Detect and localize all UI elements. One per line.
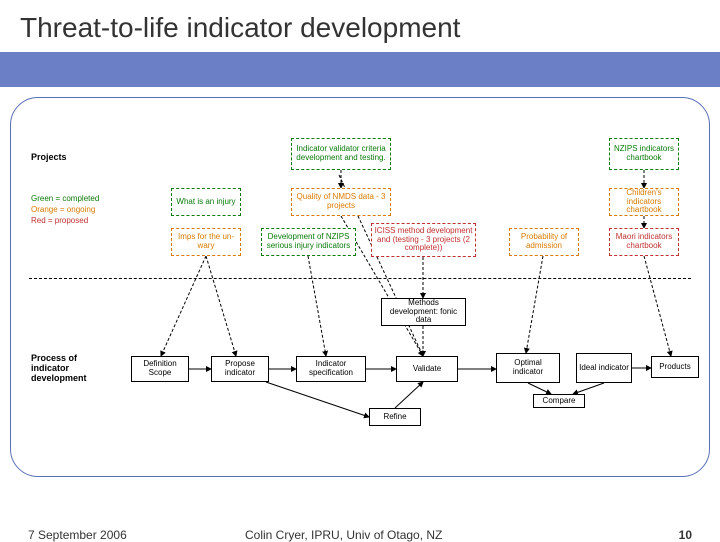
project-box-maori: Maori indicators chartbook [609, 228, 679, 256]
process-label: Process of indicator development [31, 353, 87, 383]
process-box-spec: Indicator specification [296, 356, 366, 382]
process-box-products: Products [651, 356, 699, 378]
process-box-validate: Validate [396, 356, 458, 382]
project-box-nzips: NZIPS indicators chartbook [609, 138, 679, 170]
legend-red: Red = proposed [31, 215, 99, 226]
process-box-defn: Definition Scope [131, 356, 189, 382]
slide-title: Threat-to-life indicator development [20, 12, 700, 44]
project-box-what-injury: What is an injury [171, 188, 241, 216]
projects-label: Projects [31, 152, 67, 162]
legend-green: Green = completed [31, 193, 99, 204]
mid-box-fonic: Methods development: fonic data [381, 298, 466, 326]
project-box-iciss: ICISS method development and (testing - … [371, 223, 476, 257]
process-box-refine: Refine [369, 408, 421, 426]
process-box-optimal: Optimal indicator [496, 353, 560, 383]
project-box-imps: Imps for the un-wary [171, 228, 241, 256]
purple-band [0, 55, 720, 87]
process-box-ideal: Ideal indicator [576, 353, 632, 383]
project-box-children: Children's indicators chartbook [609, 188, 679, 216]
section-separator [29, 278, 691, 279]
process-box-compare: Compare [533, 394, 585, 408]
project-box-dev-nzips: Development of NZIPS serious injury indi… [261, 228, 356, 256]
process-box-propose: Propose indicator [211, 356, 269, 382]
legend-orange: Orange = ongoing [31, 204, 99, 215]
content-frame: Projects Green = completed Orange = ongo… [10, 97, 710, 477]
legend: Green = completed Orange = ongoing Red =… [31, 193, 99, 227]
project-box-quality: Quality of NMDS data - 3 projects [291, 188, 391, 216]
project-box-validator: Indicator validator criteria development… [291, 138, 391, 170]
project-box-prob-adm: Probability of admission [509, 228, 579, 256]
